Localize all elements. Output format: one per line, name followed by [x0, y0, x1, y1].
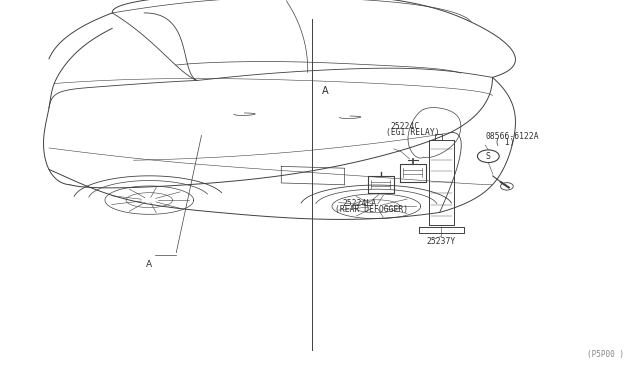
Text: 08566-6122A: 08566-6122A: [485, 132, 539, 141]
Text: 25237Y: 25237Y: [427, 237, 456, 246]
Text: (P5P00 ): (P5P00 ): [587, 350, 624, 359]
Text: A: A: [146, 260, 152, 269]
Text: A: A: [322, 86, 328, 96]
Text: (EGI RELAY): (EGI RELAY): [386, 128, 440, 137]
Text: ( 1): ( 1): [495, 138, 514, 147]
Text: 25224LA: 25224LA: [342, 199, 376, 208]
Text: 25224C: 25224C: [390, 122, 420, 131]
Text: S: S: [486, 152, 491, 161]
Text: (REAR DEFOGGER): (REAR DEFOGGER): [335, 205, 408, 214]
